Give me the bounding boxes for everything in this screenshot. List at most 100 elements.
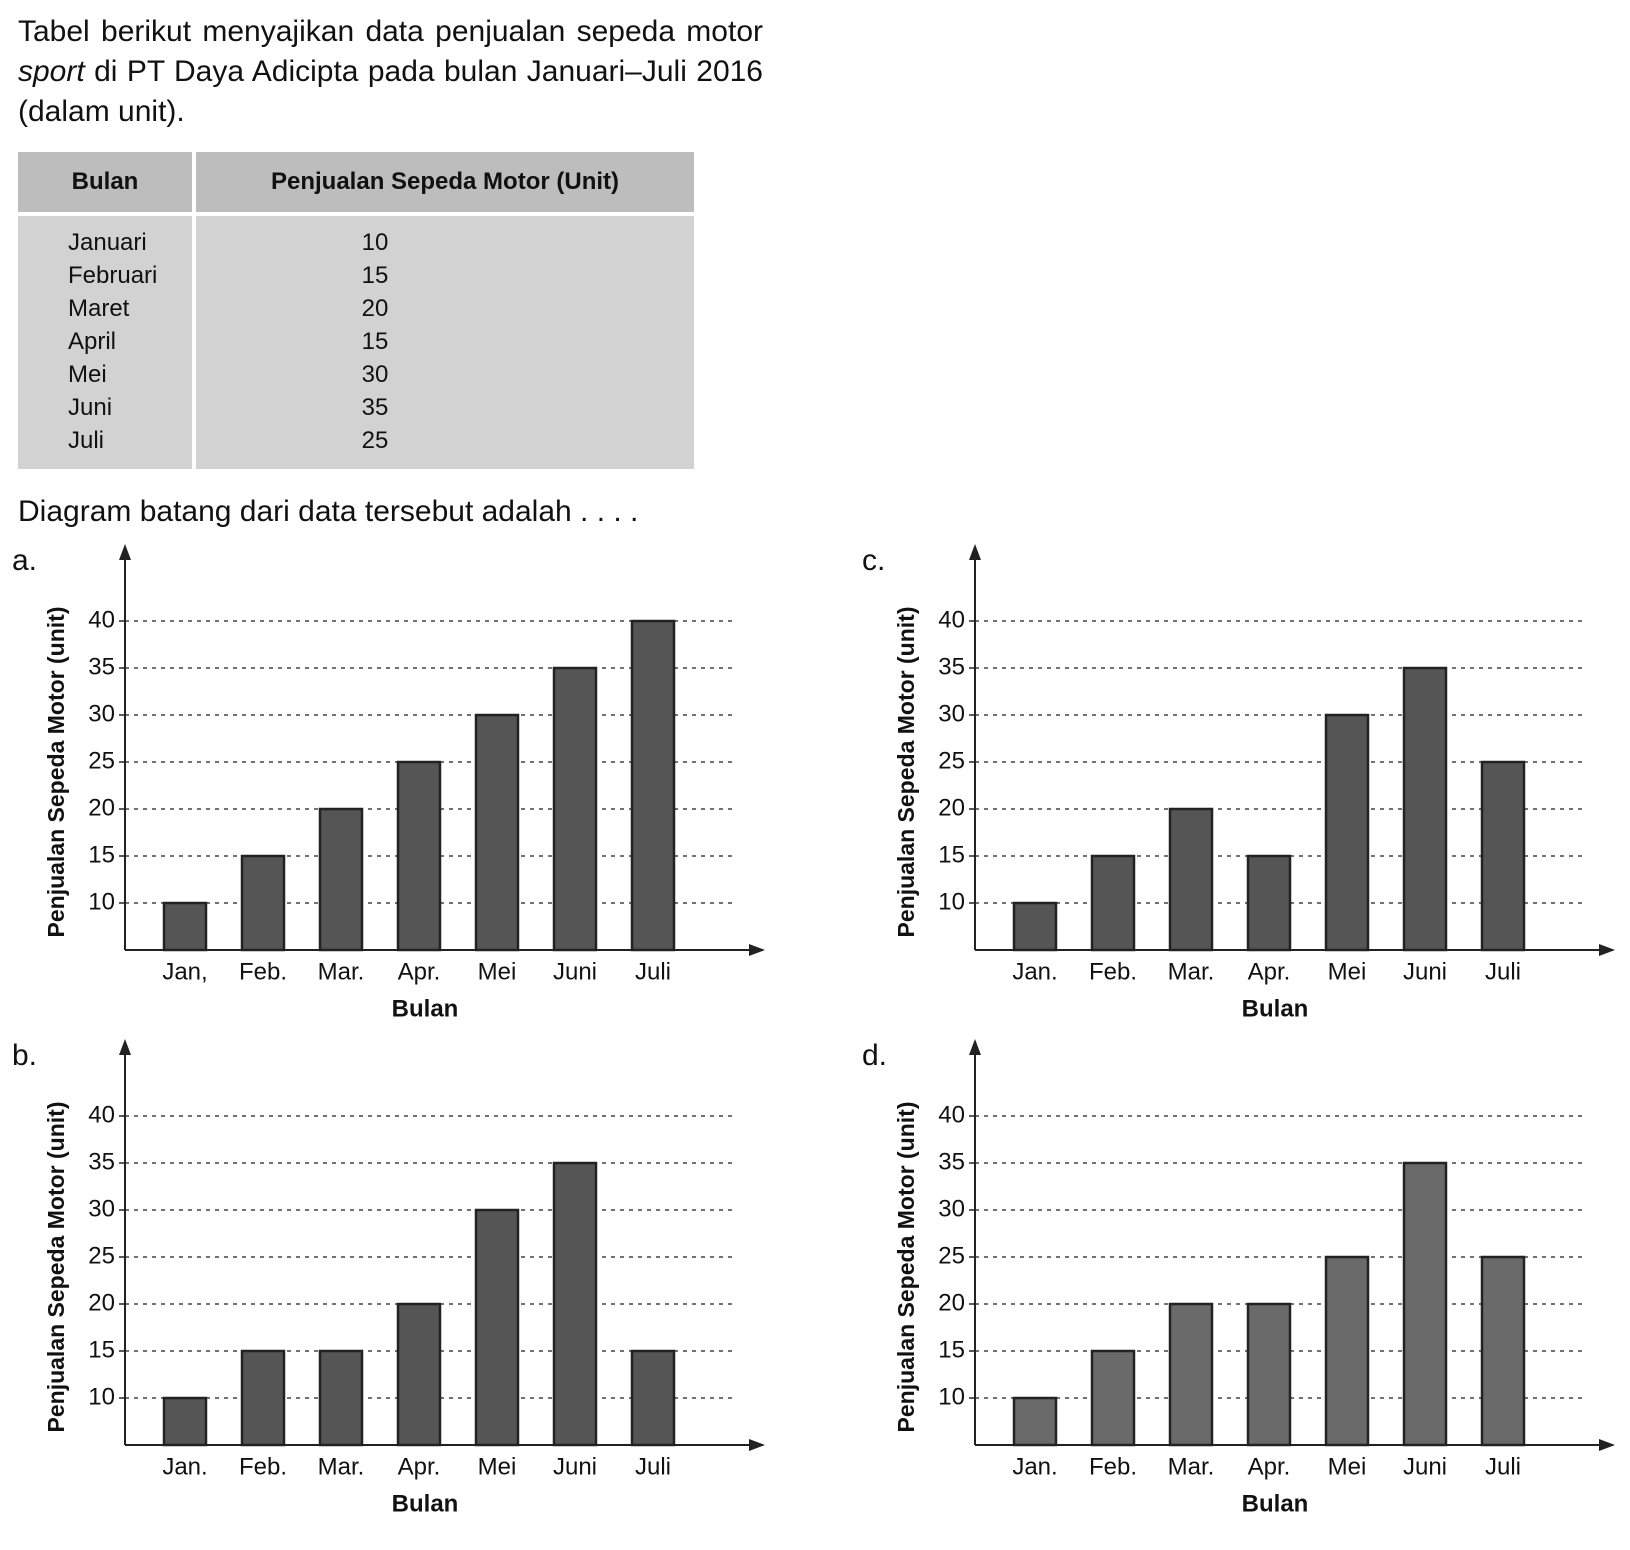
table-cell: 20 bbox=[194, 292, 698, 325]
y-axis-label: Penjualan Sepeda Motor (unit) bbox=[893, 1102, 919, 1433]
bar bbox=[1090, 854, 1136, 952]
x-tick-label: Feb. bbox=[1089, 958, 1137, 985]
y-tick-label: 15 bbox=[938, 841, 965, 868]
bar bbox=[1168, 807, 1214, 952]
bar bbox=[1480, 760, 1526, 952]
x-tick-label: Juni bbox=[1403, 1453, 1447, 1480]
bar bbox=[240, 1349, 286, 1447]
y-tick-label: 20 bbox=[88, 1289, 115, 1316]
option-label: d. bbox=[862, 1039, 887, 1072]
y-tick-label: 10 bbox=[938, 1383, 965, 1410]
y-tick-label: 25 bbox=[88, 1242, 115, 1269]
y-tick-label: 40 bbox=[88, 606, 115, 633]
bar bbox=[1246, 854, 1292, 952]
y-tick-label: 35 bbox=[938, 653, 965, 680]
bar bbox=[1480, 1255, 1526, 1447]
x-tick-label: Apr. bbox=[398, 1453, 441, 1480]
option-label: c. bbox=[862, 544, 885, 577]
x-tick-label: Juli bbox=[635, 1453, 671, 1480]
bar bbox=[552, 1161, 598, 1447]
bar bbox=[240, 854, 286, 952]
table-cell: Juni bbox=[18, 391, 196, 424]
option-chart: d. Penjualan Sepeda Motor (unit) Bulan 10 15… bbox=[862, 1039, 1615, 1517]
table-cell: Maret bbox=[18, 292, 196, 325]
option-chart: a. Penjualan Sepeda Motor (unit) Bulan 10 15… bbox=[12, 544, 765, 1022]
y-tick-label: 10 bbox=[88, 888, 115, 915]
table-cell: 30 bbox=[194, 358, 698, 391]
x-axis-label: Bulan bbox=[392, 1490, 459, 1517]
y-axis-label: Penjualan Sepeda Motor (unit) bbox=[893, 607, 919, 938]
x-tick-label: Mei bbox=[1328, 1453, 1367, 1480]
x-tick-label: Feb. bbox=[239, 1453, 287, 1480]
x-tick-label: Jan, bbox=[162, 958, 207, 985]
table-cell: Mei bbox=[18, 358, 196, 391]
bar bbox=[396, 1302, 442, 1447]
x-tick-label: Mar. bbox=[1168, 1453, 1215, 1480]
y-tick-label: 15 bbox=[938, 1336, 965, 1363]
y-axis-label: Penjualan Sepeda Motor (unit) bbox=[43, 607, 69, 938]
table-cell: 25 bbox=[194, 424, 698, 469]
table-header: Bulan bbox=[18, 152, 196, 216]
y-tick-label: 40 bbox=[938, 1101, 965, 1128]
x-tick-label: Jan. bbox=[162, 1453, 207, 1480]
table-cell: 35 bbox=[194, 391, 698, 424]
prompt: Diagram batang dari data tersebut adalah… bbox=[18, 495, 639, 528]
option-chart: b. Penjualan Sepeda Motor (unit) Bulan 10 15… bbox=[12, 1039, 765, 1517]
option-label: a. bbox=[12, 544, 37, 577]
arrow-head bbox=[969, 544, 981, 560]
arrow-head bbox=[1599, 944, 1615, 956]
y-tick-label: 20 bbox=[88, 794, 115, 821]
arrow-head bbox=[119, 1039, 131, 1055]
bar bbox=[1324, 713, 1370, 952]
x-tick-label: Juli bbox=[635, 958, 671, 985]
table-cell: Februari bbox=[18, 259, 196, 292]
arrow-head bbox=[1599, 1439, 1615, 1451]
y-tick-label: 30 bbox=[938, 700, 965, 727]
y-tick-label: 25 bbox=[88, 747, 115, 774]
x-tick-label: Juni bbox=[553, 958, 597, 985]
bar bbox=[1324, 1255, 1370, 1447]
x-axis-label: Bulan bbox=[392, 995, 459, 1022]
bar bbox=[1012, 1396, 1058, 1447]
y-tick-label: 30 bbox=[88, 1195, 115, 1222]
x-tick-label: Juni bbox=[1403, 958, 1447, 985]
arrow-head bbox=[119, 544, 131, 560]
y-tick-label: 10 bbox=[88, 1383, 115, 1410]
data-table: Bulan Penjualan Sepeda Motor (Unit) Janua… bbox=[18, 152, 698, 469]
table-header: Penjualan Sepeda Motor (Unit) bbox=[194, 152, 698, 216]
x-axis-label: Bulan bbox=[1242, 1490, 1309, 1517]
x-tick-label: Juli bbox=[1485, 1453, 1521, 1480]
bar bbox=[1090, 1349, 1136, 1447]
x-tick-label: Apr. bbox=[1248, 958, 1291, 985]
x-tick-label: Juni bbox=[553, 1453, 597, 1480]
bar bbox=[630, 619, 676, 952]
x-tick-label: Feb. bbox=[239, 958, 287, 985]
bar bbox=[1402, 1161, 1448, 1447]
y-tick-label: 15 bbox=[88, 1336, 115, 1363]
y-tick-label: 30 bbox=[88, 700, 115, 727]
x-tick-label: Mei bbox=[478, 1453, 517, 1480]
option-chart: c. Penjualan Sepeda Motor (unit) Bulan 10 15… bbox=[862, 544, 1615, 1022]
y-tick-label: 35 bbox=[938, 1148, 965, 1175]
table-cell: Januari bbox=[18, 214, 196, 259]
y-tick-label: 20 bbox=[938, 794, 965, 821]
x-tick-label: Mar. bbox=[318, 1453, 365, 1480]
x-tick-label: Juli bbox=[1485, 958, 1521, 985]
x-tick-label: Mei bbox=[478, 958, 517, 985]
bar bbox=[162, 1396, 208, 1447]
y-tick-label: 10 bbox=[938, 888, 965, 915]
y-tick-label: 40 bbox=[88, 1101, 115, 1128]
y-tick-label: 20 bbox=[938, 1289, 965, 1316]
option-label: b. bbox=[12, 1039, 37, 1072]
bar bbox=[1012, 901, 1058, 952]
table-cell: 15 bbox=[194, 259, 698, 292]
x-tick-label: Feb. bbox=[1089, 1453, 1137, 1480]
y-tick-label: 25 bbox=[938, 747, 965, 774]
y-tick-label: 30 bbox=[938, 1195, 965, 1222]
x-axis-label: Bulan bbox=[1242, 995, 1309, 1022]
question-text: di PT Daya Adicipta pada bulan Januari–J… bbox=[18, 55, 763, 128]
table-cell: Juli bbox=[18, 424, 196, 469]
bar bbox=[318, 1349, 364, 1447]
arrow-head bbox=[749, 944, 765, 956]
y-axis-label: Penjualan Sepeda Motor (unit) bbox=[43, 1102, 69, 1433]
